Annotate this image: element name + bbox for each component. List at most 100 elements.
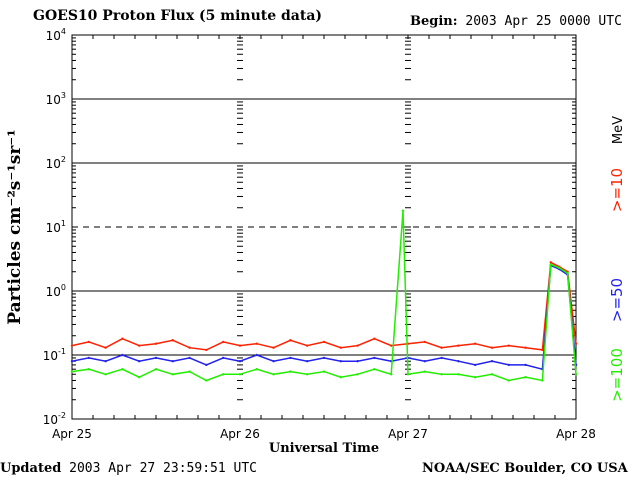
series-point-3 — [401, 209, 405, 212]
x-tick-label: Apr 28 — [556, 427, 596, 441]
series-point-2 — [322, 356, 326, 360]
series-point-3 — [255, 367, 258, 371]
series-point-3 — [238, 373, 242, 376]
legend-unit: MeV — [611, 116, 626, 144]
series-point-2 — [356, 360, 359, 363]
series-point-3 — [171, 373, 174, 376]
updated-timestamp: Updated 2003 Apr 27 23:59:51 UTC — [0, 461, 257, 476]
series-point-2 — [238, 360, 242, 363]
series-point-2 — [490, 360, 494, 363]
series-point-1 — [205, 348, 208, 352]
series-point-1 — [222, 340, 225, 344]
y-tick-base: 10 — [43, 349, 58, 363]
series-point-1 — [339, 346, 342, 349]
series-point-1 — [541, 348, 544, 352]
series-point-3 — [154, 367, 158, 371]
series-point-2 — [339, 360, 342, 363]
series-point-3 — [188, 370, 191, 373]
y-tick-base: 10 — [46, 93, 61, 107]
y-tick-label: 103 — [46, 91, 66, 107]
series-point-3 — [138, 375, 141, 379]
series-point-3 — [524, 375, 527, 379]
y-tick-base: 10 — [46, 221, 61, 235]
series-point-2 — [70, 360, 74, 363]
series-point-1 — [524, 346, 527, 349]
series-point-1 — [549, 261, 552, 264]
series-point-3 — [289, 370, 292, 373]
updated-label: Updated — [0, 461, 62, 476]
x-tick-label: Apr 27 — [388, 427, 428, 441]
begin-label: Begin: — [410, 14, 458, 29]
series-point-1 — [423, 340, 426, 344]
series-line-1 — [71, 261, 577, 351]
y-tick-label: 102 — [46, 155, 66, 171]
series-point-3 — [549, 263, 552, 266]
legend-item: >=100 — [608, 348, 626, 402]
y-tick-exponent: 1 — [61, 219, 66, 228]
series-point-3 — [574, 373, 578, 376]
series-point-3 — [541, 379, 544, 382]
series-point-3 — [322, 370, 326, 373]
series-point-1 — [138, 344, 141, 347]
series-point-3 — [222, 373, 225, 376]
series-point-1 — [289, 339, 292, 342]
series-point-1 — [188, 346, 191, 349]
chart-title: GOES10 Proton Flux (5 minute data) — [33, 8, 323, 24]
series-point-2 — [272, 360, 275, 363]
y-tick-label: 10-2 — [43, 411, 66, 427]
series-point-3 — [474, 375, 477, 379]
y-axis-title: Particles cm⁻²s⁻¹sr⁻¹ — [5, 129, 25, 324]
series-point-3 — [272, 373, 275, 376]
series-point-2 — [138, 360, 141, 363]
series-point-3 — [205, 379, 208, 382]
x-tick-label: Apr 26 — [220, 427, 260, 441]
series-point-3 — [457, 373, 460, 376]
series-point-3 — [339, 375, 342, 379]
y-tick-label: 101 — [46, 219, 66, 235]
begin-time: Begin: 2003 Apr 25 0000 UTC — [410, 14, 622, 29]
plot-frame — [71, 34, 577, 420]
series-point-2 — [423, 360, 426, 363]
y-tick-exponent: -1 — [58, 347, 66, 356]
series-point-2 — [121, 353, 124, 357]
y-tick-base: 10 — [46, 157, 61, 171]
series-point-2 — [188, 356, 191, 360]
legend-item: >=10 — [608, 168, 626, 212]
series-point-1 — [440, 346, 443, 349]
y-tick-exponent: -2 — [58, 411, 66, 420]
series-point-3 — [104, 373, 107, 376]
series-point-1 — [373, 337, 376, 340]
series-point-3 — [558, 266, 561, 270]
series-point-1 — [457, 344, 460, 347]
x-axis-title: Universal Time — [269, 441, 379, 456]
series-point-2 — [205, 363, 208, 367]
series-point-1 — [356, 344, 359, 347]
series-point-2 — [507, 363, 510, 367]
series-point-2 — [104, 360, 107, 363]
series-point-2 — [474, 363, 477, 367]
series-point-3 — [507, 379, 510, 382]
series-point-1 — [490, 346, 494, 349]
series-point-3 — [440, 373, 443, 376]
series-point-2 — [524, 363, 527, 367]
series-point-1 — [104, 346, 107, 349]
series-line-2 — [71, 264, 577, 371]
series-point-1 — [474, 342, 477, 345]
series-point-2 — [306, 360, 309, 363]
series-point-1 — [255, 342, 258, 345]
credit-text: NOAA/SEC Boulder, CO USA — [422, 461, 628, 476]
series-point-2 — [373, 356, 376, 360]
y-tick-base: 10 — [46, 285, 61, 299]
series-point-1 — [306, 344, 309, 347]
series-point-2 — [440, 356, 443, 360]
y-tick-exponent: 0 — [61, 283, 66, 292]
series-point-3 — [356, 373, 359, 376]
series-point-1 — [322, 340, 326, 344]
series-point-1 — [238, 344, 242, 347]
series-point-3 — [373, 367, 376, 371]
series-point-3 — [70, 370, 74, 373]
series-point-2 — [457, 360, 460, 363]
series-point-2 — [222, 356, 225, 360]
